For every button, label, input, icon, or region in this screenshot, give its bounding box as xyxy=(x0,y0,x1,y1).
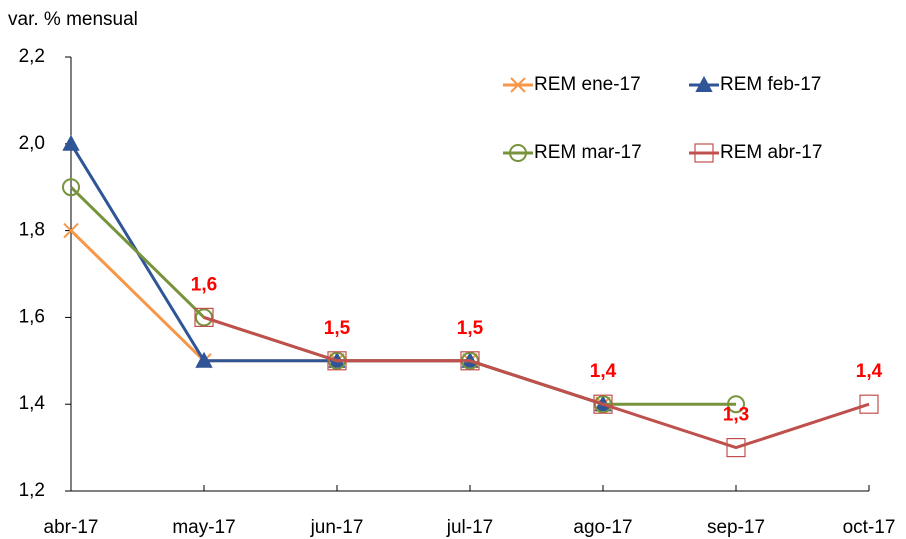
y-tick-label: 2,0 xyxy=(19,133,45,154)
y-axis-label: var. % mensual xyxy=(8,9,138,30)
point-marker xyxy=(726,438,746,458)
data-label: 1,6 xyxy=(191,274,217,295)
x-tick-label: jun-17 xyxy=(310,517,364,538)
data-label: 1,3 xyxy=(723,405,749,426)
point-marker xyxy=(327,351,347,371)
legend-marker xyxy=(694,143,714,163)
data-label: 1,4 xyxy=(856,361,883,382)
x-tick-label: may-17 xyxy=(172,517,235,538)
series-line xyxy=(69,186,736,406)
point-marker xyxy=(62,134,80,151)
x-tick-label: oct-17 xyxy=(843,517,896,538)
point-marker xyxy=(63,222,79,239)
y-tick-label: 1,4 xyxy=(19,393,46,414)
data-label: 1,5 xyxy=(324,318,351,339)
data-label: 1,5 xyxy=(457,318,484,339)
point-marker xyxy=(195,308,213,327)
data-label: 1,4 xyxy=(590,361,617,382)
point-marker xyxy=(593,394,613,414)
y-tick-label: 1,6 xyxy=(19,306,45,327)
legend-label: REM abr-17 xyxy=(720,142,822,163)
x-tick-label: abr-17 xyxy=(44,517,99,538)
x-tick-label: jul-17 xyxy=(446,517,493,538)
point-marker xyxy=(594,395,612,414)
point-marker xyxy=(727,395,745,414)
legend-label: REM mar-17 xyxy=(534,142,642,163)
y-tick-label: 1,2 xyxy=(19,480,45,501)
point-marker xyxy=(62,178,80,197)
y-tick-label: 2,2 xyxy=(19,46,45,67)
legend-marker xyxy=(695,75,713,92)
x-tick-label: sep-17 xyxy=(707,517,765,538)
x-tick-label: ago-17 xyxy=(573,517,632,538)
series-line xyxy=(203,315,870,450)
legend-marker xyxy=(509,144,527,162)
legend-label: REM ene-17 xyxy=(534,74,641,95)
point-marker xyxy=(195,351,213,368)
legend-marker xyxy=(510,77,526,93)
point-marker xyxy=(460,351,480,371)
point-marker xyxy=(194,307,214,327)
legend-label: REM feb-17 xyxy=(720,74,821,95)
y-tick-label: 1,8 xyxy=(19,220,45,241)
point-marker xyxy=(859,394,879,414)
